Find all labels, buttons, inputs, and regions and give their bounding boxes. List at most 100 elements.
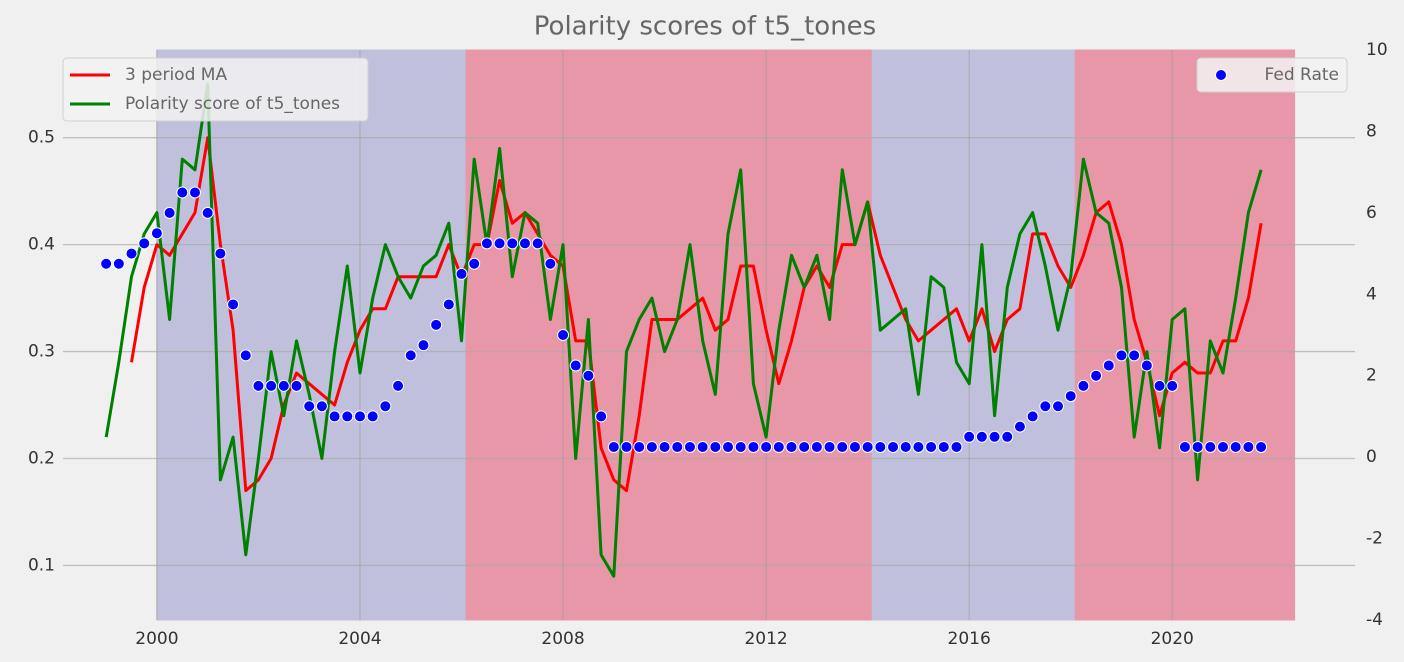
data-point: [975, 430, 988, 443]
data-point: [874, 440, 887, 453]
data-point: [1191, 440, 1204, 453]
data-point: [303, 400, 316, 413]
y-tick-label: 0.5: [28, 128, 55, 148]
data-point: [1140, 359, 1153, 372]
data-point: [645, 440, 658, 453]
data-point: [353, 410, 366, 423]
data-point: [1178, 440, 1191, 453]
data-point: [1064, 390, 1077, 403]
shaded-span: [156, 49, 467, 621]
data-point: [506, 237, 519, 250]
data-point: [163, 206, 176, 219]
legend-box: [1196, 57, 1348, 93]
data-point: [455, 267, 468, 280]
data-point: [798, 440, 811, 453]
data-point: [988, 430, 1001, 443]
chart-title: Polarity scores of t5_tones: [534, 12, 876, 42]
x-tick-label: 2008: [541, 629, 584, 649]
x-tick-label: 2000: [135, 629, 178, 649]
data-point: [925, 440, 938, 453]
data-point: [912, 440, 925, 453]
data-point: [722, 440, 735, 453]
x-tick-label: 2004: [338, 629, 381, 649]
x-tick-label: 2020: [1151, 629, 1194, 649]
data-point: [417, 339, 430, 352]
data-point: [112, 257, 125, 270]
data-point: [252, 379, 265, 392]
data-point: [1153, 379, 1166, 392]
shaded-span: [1074, 49, 1296, 621]
data-point: [683, 440, 696, 453]
data-point: [379, 400, 392, 413]
data-point: [836, 440, 849, 453]
y2-tick-label: 6: [1366, 203, 1377, 223]
data-point: [1077, 379, 1090, 392]
data-point: [531, 237, 544, 250]
data-point: [760, 440, 773, 453]
data-point: [607, 440, 620, 453]
legend-label: Polarity score of t5_tones: [125, 94, 340, 114]
data-point: [328, 410, 341, 423]
data-point: [569, 359, 582, 372]
y2-tick-label: 0: [1366, 447, 1377, 467]
y2-tick-label: 8: [1366, 121, 1377, 141]
data-point: [430, 318, 443, 331]
data-point: [1013, 420, 1026, 433]
data-point: [341, 410, 354, 423]
y-tick-label: 0.2: [28, 449, 55, 469]
data-point: [201, 206, 214, 219]
data-point: [1102, 359, 1115, 372]
data-point: [1026, 410, 1039, 423]
data-point: [125, 247, 138, 260]
data-point: [214, 247, 227, 260]
data-point: [633, 440, 646, 453]
y2-tick-label: 4: [1366, 284, 1377, 304]
data-point: [582, 369, 595, 382]
data-point: [823, 440, 836, 453]
data-point: [1128, 349, 1141, 362]
data-point: [277, 379, 290, 392]
data-point: [848, 440, 861, 453]
data-point: [1204, 440, 1217, 453]
data-point: [1242, 440, 1255, 453]
data-point: [315, 400, 328, 413]
legend-label: 3 period MA: [125, 65, 227, 85]
data-point: [950, 440, 963, 453]
data-point: [544, 257, 557, 270]
y-tick-label: 0.4: [28, 235, 55, 255]
x-tick-label: 2012: [744, 629, 787, 649]
data-point: [595, 410, 608, 423]
data-point: [861, 440, 874, 453]
data-point: [1090, 369, 1103, 382]
x-tick-label: 2016: [948, 629, 991, 649]
legend-marker: [1215, 69, 1227, 81]
data-point: [518, 237, 531, 250]
data-point: [1217, 440, 1230, 453]
legend-box: [62, 57, 369, 122]
shaded-span: [465, 49, 873, 621]
data-point: [468, 257, 481, 270]
data-point: [810, 440, 823, 453]
y2-tick-label: 2: [1366, 366, 1377, 386]
data-point: [1001, 430, 1014, 443]
data-point: [290, 379, 303, 392]
data-point: [188, 186, 201, 199]
data-point: [709, 440, 722, 453]
data-point: [366, 410, 379, 423]
data-point: [442, 298, 455, 311]
data-point: [899, 440, 912, 453]
data-point: [1229, 440, 1242, 453]
y2-tick-label: -4: [1366, 610, 1383, 630]
data-point: [785, 440, 798, 453]
data-point: [963, 430, 976, 443]
data-point: [1115, 349, 1128, 362]
data-point: [176, 186, 189, 199]
y2-tick-label: -2: [1366, 529, 1383, 549]
data-point: [227, 298, 240, 311]
data-point: [747, 440, 760, 453]
data-point: [392, 379, 405, 392]
data-point: [734, 440, 747, 453]
data-point: [937, 440, 950, 453]
series-line: [104, 82, 1263, 578]
